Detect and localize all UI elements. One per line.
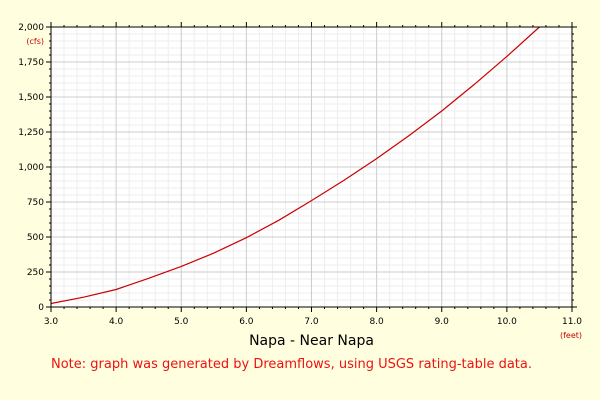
axis-ticks	[46, 22, 577, 312]
y-tick-label: 1,500	[18, 93, 44, 103]
x-tick-label: 7.0	[304, 317, 319, 327]
y-tick-label: 1,250	[18, 128, 44, 138]
x-axis-unit-label: (feet)	[560, 331, 582, 340]
x-tick-label: 6.0	[239, 317, 254, 327]
x-tick-label: 10.0	[497, 317, 517, 327]
y-tick-label: 2,000	[18, 23, 44, 33]
y-tick-label: 1,750	[18, 58, 44, 68]
x-tick-label: 8.0	[369, 317, 384, 327]
y-tick-label: 750	[27, 198, 44, 208]
y-axis-unit-label: (cfs)	[26, 37, 44, 46]
chart-title: Napa - Near Napa	[249, 333, 374, 349]
y-tick-label: 0	[38, 303, 44, 313]
series-layer	[50, 26, 540, 305]
y-tick-label: 250	[27, 268, 44, 278]
y-tick-label: 1,000	[18, 163, 44, 173]
x-tick-label: 4.0	[109, 317, 124, 327]
footnote: Note: graph was generated by Dreamflows,…	[51, 357, 532, 372]
x-tick-label: 9.0	[435, 317, 450, 327]
x-tick-label: 3.0	[44, 317, 59, 327]
y-axis-tick-labels: 0 250 500 750 1,000 1,250 1,500 1,750 2,000	[18, 23, 44, 313]
x-axis-tick-labels: 3.0 4.0 5.0 6.0 7.0 8.0 9.0 10.0 11.0	[44, 317, 582, 327]
x-tick-label: 11.0	[562, 317, 582, 327]
y-tick-label: 500	[27, 233, 44, 243]
series-line-1	[50, 26, 540, 305]
x-tick-label: 5.0	[174, 317, 189, 327]
